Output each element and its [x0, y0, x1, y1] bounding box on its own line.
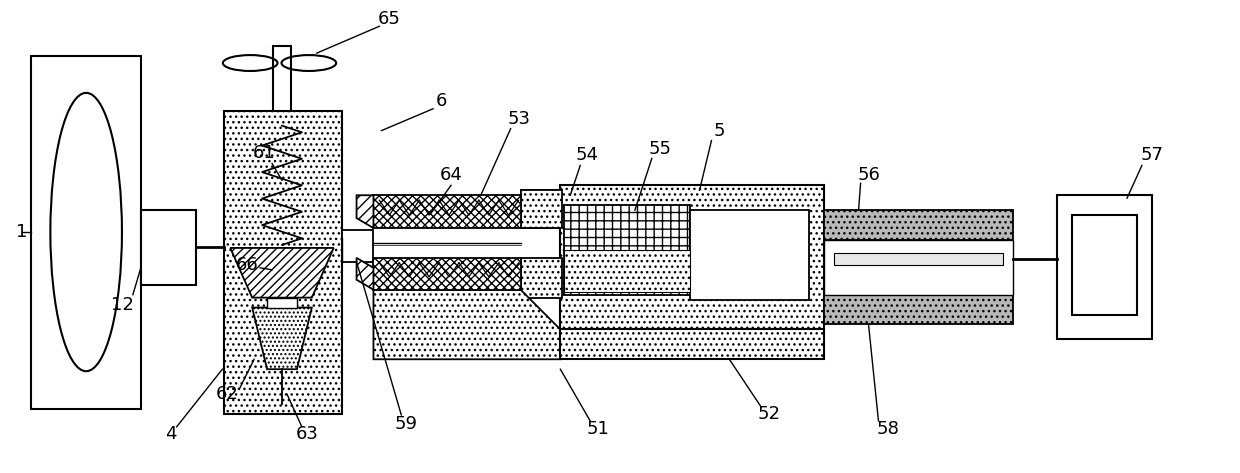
- Bar: [560, 330, 823, 359]
- Bar: [1073, 215, 1137, 315]
- Bar: [823, 240, 1013, 295]
- Polygon shape: [357, 258, 373, 289]
- Text: 55: 55: [649, 140, 671, 158]
- Text: 51: 51: [587, 420, 610, 438]
- Bar: [1058, 195, 1152, 340]
- Text: 53: 53: [507, 110, 529, 128]
- Polygon shape: [521, 190, 620, 228]
- Polygon shape: [231, 248, 334, 298]
- Text: 56: 56: [857, 166, 880, 184]
- Polygon shape: [373, 289, 560, 359]
- Text: 52: 52: [758, 405, 781, 423]
- Text: 64: 64: [439, 166, 463, 184]
- Bar: [224, 111, 342, 414]
- Bar: [823, 295, 1013, 324]
- Text: 4: 4: [165, 425, 176, 443]
- Text: 66: 66: [236, 256, 259, 274]
- Bar: [273, 46, 291, 111]
- Text: 12: 12: [112, 296, 134, 314]
- Text: 57: 57: [1141, 147, 1163, 165]
- Polygon shape: [357, 195, 373, 228]
- Polygon shape: [373, 258, 521, 289]
- Text: 65: 65: [378, 10, 401, 28]
- Bar: [564, 250, 689, 292]
- Text: 63: 63: [295, 425, 319, 443]
- Bar: [689, 210, 808, 299]
- Text: 54: 54: [575, 147, 599, 165]
- Bar: [823, 210, 1013, 240]
- Text: 58: 58: [877, 420, 900, 438]
- Polygon shape: [564, 205, 689, 295]
- Polygon shape: [373, 195, 521, 228]
- Text: 1: 1: [16, 223, 27, 241]
- Text: 5: 5: [714, 122, 725, 140]
- Polygon shape: [521, 258, 563, 298]
- Bar: [31, 56, 141, 409]
- Bar: [342, 230, 373, 262]
- Bar: [833, 253, 1003, 265]
- Text: 61: 61: [253, 144, 275, 163]
- Text: 59: 59: [394, 415, 418, 433]
- Bar: [267, 298, 296, 307]
- Polygon shape: [252, 307, 311, 369]
- Bar: [560, 185, 823, 330]
- Polygon shape: [521, 190, 563, 228]
- Bar: [141, 210, 196, 285]
- Text: 62: 62: [216, 385, 239, 403]
- Text: 6: 6: [435, 92, 446, 110]
